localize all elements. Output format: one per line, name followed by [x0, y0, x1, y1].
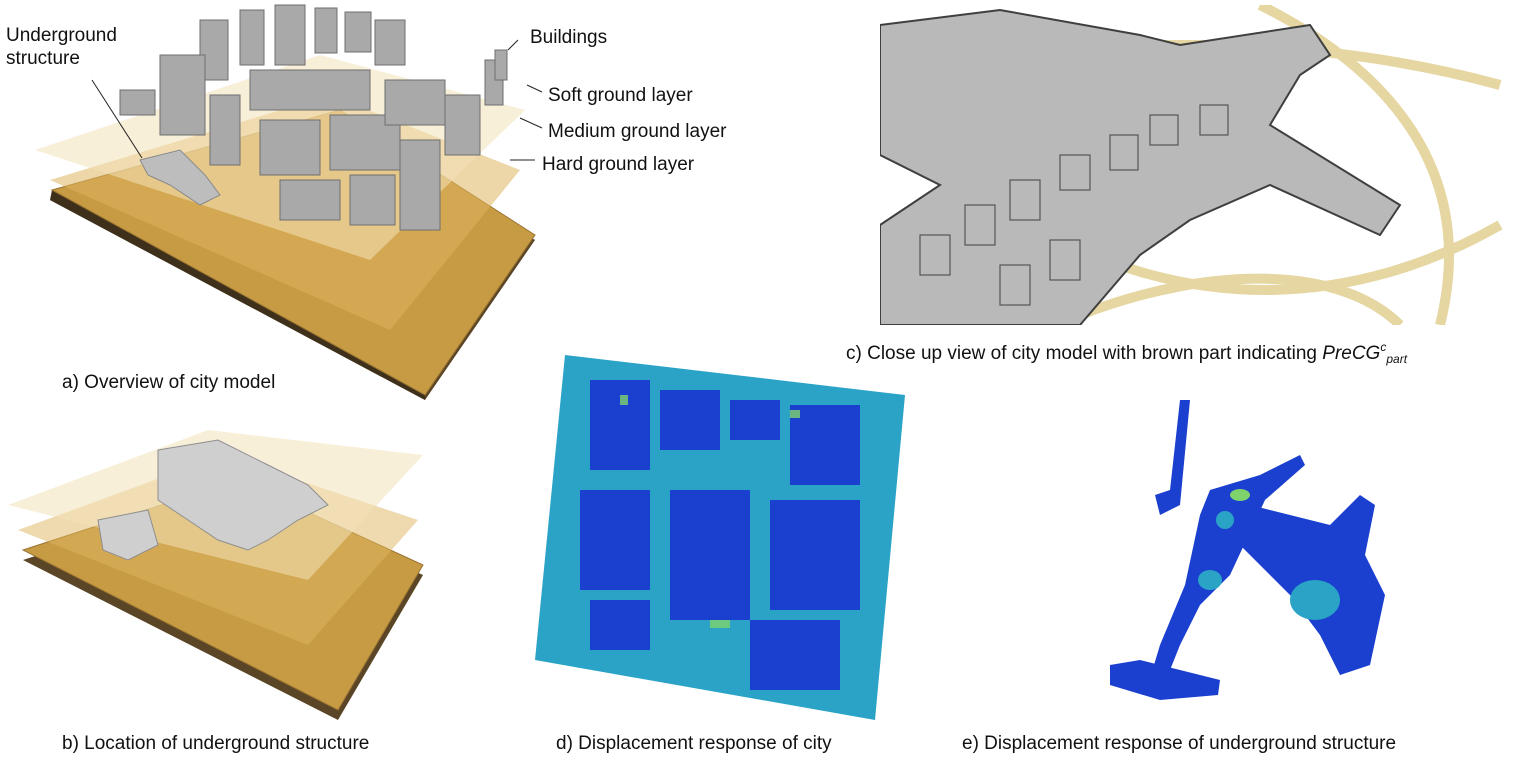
label-buildings: Buildings: [530, 27, 608, 48]
underground-structure-outline: [97, 439, 329, 561]
structure-displacement-render: [1110, 400, 1385, 700]
caption-a: a) Overview of city model: [62, 372, 276, 393]
panel-a-city-overview: [30, 0, 590, 405]
panel-b-underground-location: [8, 410, 438, 725]
caption-e: e) Displacement response of underground …: [962, 733, 1397, 754]
label-underground-line2: structure: [6, 48, 80, 69]
label-soft-ground-layer: Soft ground layer: [548, 85, 693, 106]
caption-d: d) Displacement response of city: [556, 733, 832, 754]
label-underground-structure: Underground structure: [6, 24, 117, 70]
panel-d-city-displacement: [530, 350, 910, 725]
city-model-overview-render: [35, 4, 543, 400]
caption-c-math-sub: part: [1386, 352, 1408, 366]
label-underground-line1: Underground: [6, 25, 117, 46]
panel-c-close-up: [880, 5, 1520, 325]
underground-location-render: [8, 430, 424, 720]
caption-c-prefix: c) Close up view of city model with brow…: [846, 343, 1323, 364]
caption-b: b) Location of underground structure: [62, 733, 370, 754]
caption-c: c) Close up view of city model with brow…: [846, 340, 1407, 366]
displacement-buildings: [580, 380, 860, 690]
panel-e-structure-displacement: [1100, 395, 1400, 715]
buildings-cluster: [119, 4, 508, 231]
close-up-city-render: [880, 5, 1520, 325]
city-displacement-render: [535, 355, 905, 720]
caption-c-math-base: PreCG: [1322, 343, 1381, 364]
structure-displacement-shape: [1110, 400, 1385, 700]
label-medium-ground-layer: Medium ground layer: [548, 121, 727, 142]
close-up-structure: [880, 8, 1402, 325]
caption-c-math-sup: c: [1380, 340, 1387, 354]
underground-structure-shape: [139, 149, 221, 206]
label-hard-ground-layer: Hard ground layer: [542, 154, 695, 175]
